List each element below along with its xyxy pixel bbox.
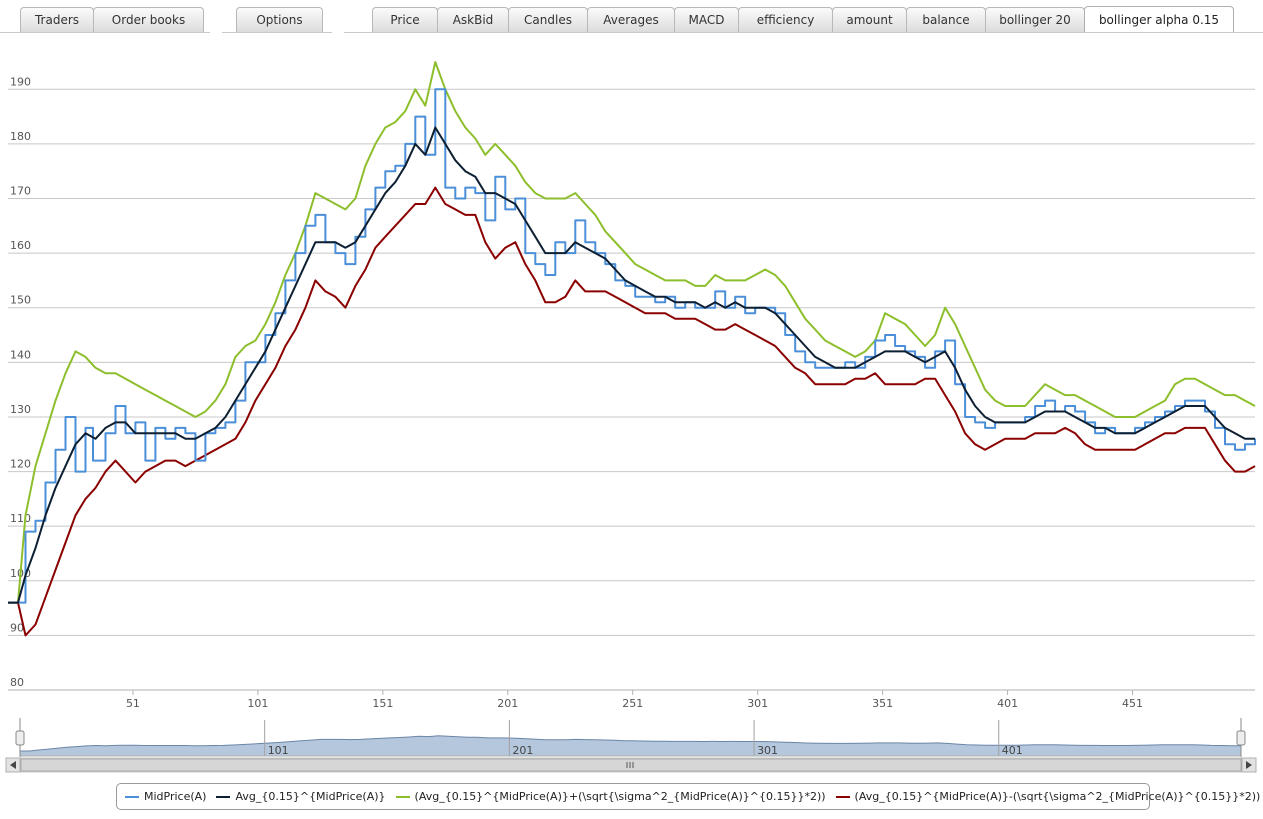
- tab-bar: Traders Order books Options Price AskBid…: [0, 0, 1263, 33]
- chart-series: [8, 61, 1256, 637]
- y-tick-label: 150: [10, 294, 31, 307]
- y-tick-label: 180: [10, 130, 31, 143]
- arrow-right-icon: [1246, 761, 1252, 769]
- x-tick-label: 251: [622, 697, 643, 710]
- chart-legend: MidPrice(A) Avg_{0.15}^{MidPrice(A)} (Av…: [116, 783, 1260, 810]
- x-tick-label: 301: [747, 697, 768, 710]
- navigator-tick-label: 301: [757, 744, 778, 757]
- tab-underline: [0, 32, 210, 33]
- legend-swatch: [125, 795, 139, 798]
- x-tick-label: 151: [372, 697, 393, 710]
- series-lower-band-line: [8, 186, 1256, 637]
- x-tick-label: 51: [126, 697, 140, 710]
- legend-swatch: [216, 795, 231, 798]
- navigator[interactable]: 101 201 301 401: [5, 718, 1257, 773]
- arrow-left-icon: [10, 761, 16, 769]
- navigator-area: [19, 735, 1242, 757]
- tab-price[interactable]: Price: [372, 7, 438, 32]
- tab-efficiency[interactable]: efficiency: [738, 7, 833, 32]
- legend-swatch: [395, 795, 410, 798]
- y-tick-label: 110: [10, 512, 31, 525]
- y-tick-label: 190: [10, 75, 31, 88]
- tab-bollinger-alpha[interactable]: bollinger alpha 0.15: [1084, 6, 1234, 32]
- navigator-tick-label: 401: [1002, 744, 1023, 757]
- legend-item-midprice[interactable]: MidPrice(A): [125, 790, 206, 803]
- y-tick-label: 120: [10, 458, 31, 471]
- x-tick-label: 401: [997, 697, 1018, 710]
- y-tick-label: 90: [10, 621, 24, 634]
- x-tick-label: 351: [872, 697, 893, 710]
- x-tick-label: 451: [1122, 697, 1143, 710]
- legend-item-avg[interactable]: Avg_{0.15}^{MidPrice(A)}: [216, 790, 386, 803]
- y-tick-label: 160: [10, 239, 31, 252]
- tab-order-books[interactable]: Order books: [93, 7, 204, 32]
- x-tick-label: 101: [247, 697, 268, 710]
- legend-label: (Avg_{0.15}^{MidPrice(A)}+(\sqrt{\sigma^…: [414, 790, 826, 803]
- chart-grid: [8, 88, 1255, 691]
- tab-candles[interactable]: Candles: [508, 7, 588, 32]
- y-tick-label: 140: [10, 348, 31, 361]
- tab-underline: [222, 32, 332, 33]
- tab-balance[interactable]: balance: [906, 7, 986, 32]
- legend-item-lower[interactable]: (Avg_{0.15}^{MidPrice(A)}-(\sqrt{\sigma^…: [835, 790, 1261, 803]
- y-tick-label: 170: [10, 185, 31, 198]
- legend-label: (Avg_{0.15}^{MidPrice(A)}-(\sqrt{\sigma^…: [854, 790, 1261, 803]
- navigator-tick-label: 201: [512, 744, 533, 757]
- legend-label: Avg_{0.15}^{MidPrice(A)}: [235, 790, 386, 803]
- tab-bollinger-20[interactable]: bollinger 20: [985, 7, 1085, 32]
- tab-traders[interactable]: Traders: [20, 7, 94, 32]
- legend-swatch: [835, 795, 850, 798]
- series-midprice-line: [8, 88, 1256, 604]
- legend-label: MidPrice(A): [144, 790, 207, 803]
- tab-averages[interactable]: Averages: [587, 7, 675, 32]
- y-tick-label: 80: [10, 676, 24, 689]
- series-avg-line: [8, 126, 1255, 604]
- navigator-right-handle[interactable]: [1236, 730, 1246, 746]
- tab-options[interactable]: Options: [236, 7, 323, 32]
- x-axis: 51 101 151 201 251 301 351 401 451: [8, 689, 1255, 710]
- series-upper-band-line: [8, 61, 1256, 604]
- tab-underline: [344, 32, 1263, 33]
- navigator-left-handle[interactable]: [15, 730, 25, 746]
- y-tick-label: 130: [10, 403, 31, 416]
- legend-item-upper[interactable]: (Avg_{0.15}^{MidPrice(A)}+(\sqrt{\sigma^…: [395, 790, 826, 803]
- tab-askbid[interactable]: AskBid: [437, 7, 509, 32]
- tab-amount[interactable]: amount: [832, 7, 907, 32]
- navigator-tick-label: 101: [268, 744, 289, 757]
- x-tick-label: 201: [497, 697, 518, 710]
- tab-macd[interactable]: MACD: [674, 7, 739, 32]
- scrollbar-thumb[interactable]: [20, 758, 1242, 772]
